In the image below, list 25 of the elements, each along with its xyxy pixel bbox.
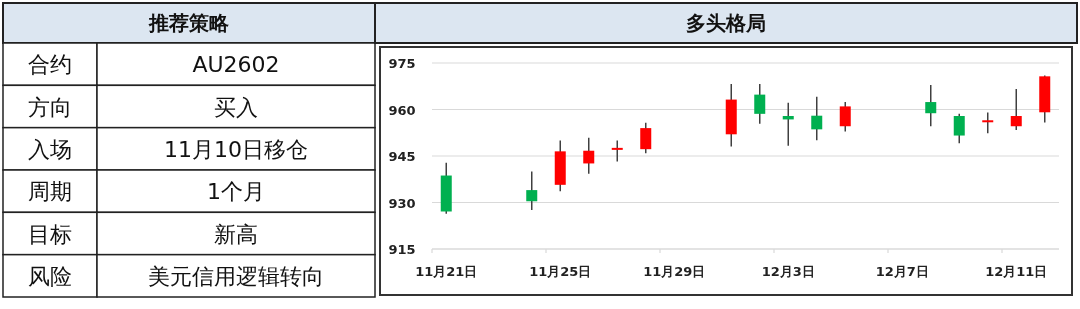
text: 入场 (28, 136, 72, 162)
text: 美元信用逻辑转向 (148, 263, 324, 289)
y-tick-label: 960 (388, 102, 416, 118)
text: 周期 (28, 179, 72, 205)
text: 推荐策略 (148, 11, 230, 35)
x-tick-label: 11月25日 (529, 264, 592, 279)
x-tick-label: 12月11日 (985, 264, 1048, 279)
x-tick-label: 11月21日 (415, 264, 478, 279)
y-tick-label: 930 (388, 195, 416, 211)
text: 方向 (28, 94, 72, 120)
text: 11月10日移仓 (164, 136, 308, 162)
text: 新高 (214, 221, 258, 247)
text: 1个月 (207, 179, 265, 205)
text: AU2602 (192, 52, 280, 78)
y-tick-label: 945 (388, 149, 416, 164)
text: 目标 (28, 221, 72, 247)
x-tick-label: 11月29日 (643, 264, 706, 279)
chart-title: 多头格局 (686, 11, 766, 35)
y-tick-label: 915 (388, 242, 416, 257)
text: 风险 (28, 263, 72, 289)
text: 合约 (28, 52, 72, 78)
x-tick-label: 12月3日 (761, 264, 815, 279)
text: 买入 (214, 94, 258, 120)
x-tick-label: 12月7日 (875, 264, 929, 279)
y-tick-label: 975 (388, 56, 416, 71)
